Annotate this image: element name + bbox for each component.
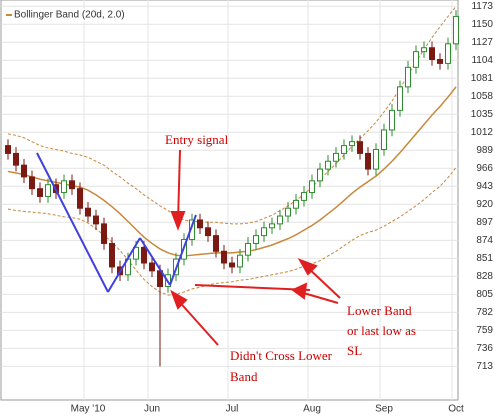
legend-box xyxy=(4,8,138,22)
candle-body xyxy=(13,152,19,166)
candle-body xyxy=(373,149,379,170)
trend-line xyxy=(107,237,141,293)
candle-body xyxy=(197,219,203,229)
legend-label: Bollinger Band (20d, 2.0) xyxy=(14,10,125,21)
annotation: Lower Band xyxy=(347,303,412,318)
candle-body xyxy=(341,145,347,154)
x-tick-label: Sep xyxy=(375,404,393,415)
band-lower xyxy=(7,167,457,296)
annotation: Entry signal xyxy=(165,132,229,147)
candle-body xyxy=(381,129,387,151)
trend-line xyxy=(36,152,109,293)
x-tick-label: May '10 xyxy=(71,404,106,415)
x-tick-label: Oct xyxy=(448,404,464,415)
y-tick-label: 1081 xyxy=(471,73,494,84)
y-tick-label: 1058 xyxy=(471,91,494,102)
candle-body xyxy=(397,86,403,111)
band-upper xyxy=(7,5,457,225)
arrows xyxy=(170,149,341,346)
y-tick-label: 782 xyxy=(476,307,493,318)
y-tick-label: 1173 xyxy=(471,1,493,12)
y-tick-label: 966 xyxy=(476,163,493,174)
candle-body xyxy=(61,180,67,194)
candle-body xyxy=(213,235,219,252)
y-tick-label: 713 xyxy=(476,361,493,372)
candle-body xyxy=(21,164,27,178)
annotation: or last low as xyxy=(347,323,416,338)
y-tick-label: 943 xyxy=(476,181,493,192)
y-tick-label: 989 xyxy=(476,145,493,156)
candle-body xyxy=(421,47,427,53)
candle-body xyxy=(389,109,395,131)
candle-body xyxy=(325,160,331,170)
candle-body xyxy=(141,246,147,264)
annotation: Didn't Cross Lower xyxy=(230,348,333,363)
candle-body xyxy=(285,207,291,217)
band-middle xyxy=(7,86,457,257)
sl-line xyxy=(194,284,311,291)
trend-line xyxy=(139,237,171,286)
candle-body xyxy=(45,184,51,197)
candle-body xyxy=(37,188,43,197)
y-tick-label: 1012 xyxy=(471,127,494,138)
candle-body xyxy=(93,215,99,225)
y-tick-label: 897 xyxy=(476,217,493,228)
y-tick-label: 759 xyxy=(476,325,493,336)
candle-body xyxy=(221,250,227,264)
candle-body xyxy=(301,192,307,201)
candle-body xyxy=(293,199,299,209)
candle-body xyxy=(205,227,211,237)
candle-body xyxy=(237,254,243,268)
annotation: Band xyxy=(230,369,258,384)
candle-body xyxy=(365,152,371,170)
annotation: SL xyxy=(347,343,362,358)
y-tick-label: 828 xyxy=(476,271,493,282)
candle-body xyxy=(349,141,355,147)
candle-body xyxy=(437,58,443,64)
candle-body xyxy=(5,145,11,154)
candle-body xyxy=(29,176,35,190)
x-tick-label: Jun xyxy=(144,404,160,415)
candle-body xyxy=(149,262,155,272)
candle-body xyxy=(405,66,411,88)
candle-body xyxy=(317,168,323,182)
candle-body xyxy=(133,246,139,260)
candle-body xyxy=(277,215,283,225)
y-tick-label: 736 xyxy=(476,343,493,354)
y-tick-label: 920 xyxy=(476,199,493,210)
x-tick-label: Jul xyxy=(226,404,239,415)
y-tick-label: 1150 xyxy=(471,19,493,30)
x-tick-label: Aug xyxy=(303,404,321,415)
y-tick-label: 1104 xyxy=(471,55,493,66)
candle-body xyxy=(357,141,363,154)
y-tick-label: 874 xyxy=(476,235,493,246)
candle-body xyxy=(245,242,251,256)
candle-body xyxy=(101,223,107,244)
y-tick-label: 851 xyxy=(476,253,493,264)
candle-body xyxy=(109,242,115,268)
candle-body xyxy=(309,180,315,194)
y-tick-label: 1127 xyxy=(471,37,493,48)
candle-body xyxy=(453,15,459,45)
candle-body xyxy=(77,188,83,209)
candle-body xyxy=(69,180,75,190)
trend-line xyxy=(169,214,197,286)
candle-body xyxy=(445,43,451,64)
candle-body xyxy=(261,227,267,237)
candle-body xyxy=(253,235,259,244)
candle-body xyxy=(333,152,339,162)
candle-body xyxy=(269,223,275,229)
y-tick-label: 805 xyxy=(476,289,493,300)
candle-body xyxy=(85,207,91,217)
candle-body xyxy=(429,47,435,60)
candle-body xyxy=(413,51,419,68)
y-tick-label: 1035 xyxy=(471,109,494,120)
candle-body xyxy=(229,262,235,268)
